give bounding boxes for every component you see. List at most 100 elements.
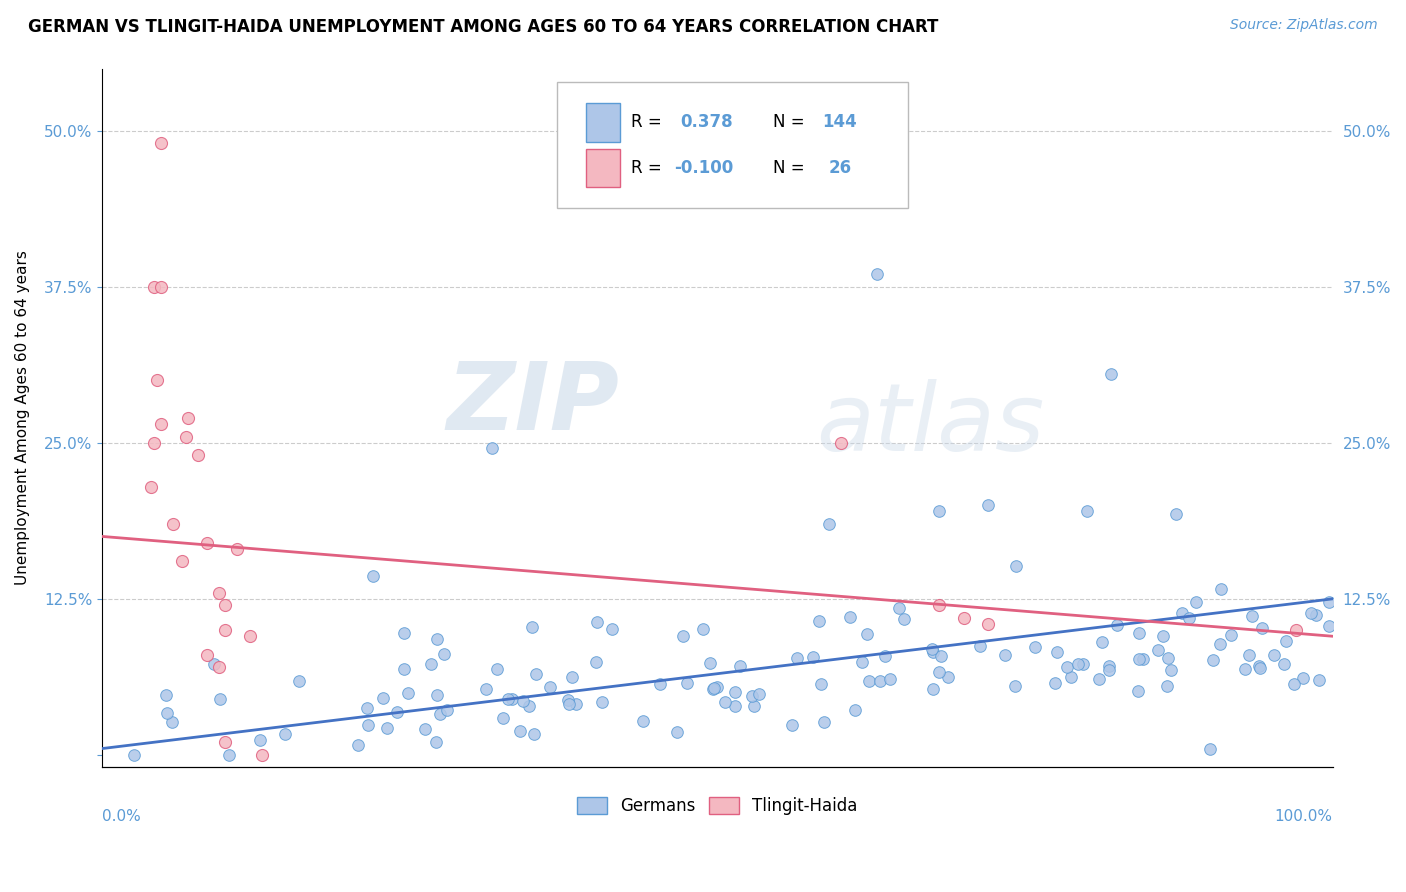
Point bbox=[557, 692, 579, 706]
Point bbox=[741, 689, 763, 703]
Point bbox=[142, 280, 165, 294]
Point bbox=[730, 659, 752, 673]
Point bbox=[357, 718, 380, 732]
Point bbox=[818, 517, 841, 532]
Point bbox=[936, 670, 959, 684]
Point bbox=[481, 441, 503, 455]
Point bbox=[585, 655, 607, 669]
Point bbox=[1198, 741, 1220, 756]
Point bbox=[475, 681, 498, 696]
Point bbox=[436, 703, 458, 717]
Point bbox=[977, 498, 1000, 512]
Point bbox=[665, 724, 688, 739]
Point bbox=[274, 727, 297, 741]
Point bbox=[1128, 625, 1150, 640]
Point bbox=[928, 504, 950, 518]
FancyBboxPatch shape bbox=[557, 82, 908, 208]
Point bbox=[538, 681, 561, 695]
Point bbox=[585, 615, 607, 629]
Point bbox=[218, 747, 240, 762]
Point bbox=[1249, 661, 1271, 675]
Point bbox=[1056, 660, 1078, 674]
Point bbox=[287, 673, 309, 688]
Point bbox=[1060, 670, 1083, 684]
Text: R =: R = bbox=[631, 160, 662, 178]
Legend: Germans, Tlingit-Haida: Germans, Tlingit-Haida bbox=[571, 790, 865, 822]
Text: R =: R = bbox=[631, 113, 662, 131]
Point bbox=[155, 706, 177, 721]
Point bbox=[1152, 629, 1174, 643]
Point bbox=[356, 700, 378, 714]
FancyBboxPatch shape bbox=[586, 103, 620, 142]
Point bbox=[496, 691, 519, 706]
Point bbox=[600, 622, 623, 636]
Point bbox=[522, 727, 544, 741]
Point bbox=[1132, 652, 1154, 666]
Point bbox=[486, 662, 509, 676]
Point bbox=[1105, 617, 1128, 632]
Point bbox=[172, 554, 194, 568]
Point bbox=[1319, 595, 1341, 609]
Point bbox=[1091, 635, 1114, 649]
Point bbox=[830, 435, 852, 450]
Point bbox=[928, 665, 950, 679]
Text: 0.0%: 0.0% bbox=[103, 809, 141, 824]
Point bbox=[162, 516, 184, 531]
Point bbox=[1250, 622, 1272, 636]
Point bbox=[142, 435, 165, 450]
Point bbox=[1275, 634, 1298, 648]
Text: N =: N = bbox=[773, 160, 804, 178]
Point bbox=[141, 479, 163, 493]
Point bbox=[155, 688, 177, 702]
Point bbox=[866, 268, 889, 282]
Text: 144: 144 bbox=[823, 113, 856, 131]
Point bbox=[187, 448, 209, 462]
Point bbox=[214, 598, 236, 612]
Point bbox=[1305, 608, 1327, 623]
Point bbox=[1308, 673, 1330, 687]
Point bbox=[1099, 368, 1122, 382]
Point bbox=[702, 681, 724, 696]
Point bbox=[873, 648, 896, 663]
Point bbox=[396, 686, 419, 700]
Point bbox=[807, 615, 830, 629]
Point bbox=[385, 705, 408, 719]
Point bbox=[952, 610, 974, 624]
Point bbox=[195, 535, 218, 549]
Point bbox=[239, 629, 262, 643]
Point bbox=[1234, 662, 1257, 676]
Point bbox=[1247, 658, 1270, 673]
Point bbox=[1202, 653, 1225, 667]
Point bbox=[1071, 657, 1094, 672]
Point bbox=[1004, 679, 1026, 693]
Point bbox=[869, 673, 891, 688]
Point bbox=[146, 374, 169, 388]
Text: -0.100: -0.100 bbox=[675, 160, 734, 178]
Point bbox=[177, 410, 200, 425]
Point bbox=[706, 680, 728, 694]
Point bbox=[1126, 684, 1149, 698]
Point bbox=[150, 417, 173, 431]
Point bbox=[420, 657, 443, 671]
Point bbox=[856, 627, 879, 641]
Point bbox=[1185, 595, 1208, 609]
Point bbox=[887, 600, 910, 615]
Point bbox=[524, 667, 547, 681]
Point bbox=[994, 648, 1017, 662]
Point bbox=[1220, 628, 1243, 642]
Point bbox=[1263, 648, 1285, 663]
Point bbox=[174, 429, 197, 443]
Point bbox=[150, 136, 173, 151]
Point bbox=[879, 672, 901, 686]
Point bbox=[208, 585, 231, 599]
Point bbox=[1098, 659, 1121, 673]
Point bbox=[672, 629, 695, 643]
FancyBboxPatch shape bbox=[586, 149, 620, 187]
Point bbox=[522, 620, 544, 634]
Point bbox=[858, 673, 880, 688]
Point bbox=[250, 747, 273, 762]
Point bbox=[648, 677, 671, 691]
Point bbox=[1024, 640, 1046, 655]
Point bbox=[1156, 678, 1178, 692]
Point bbox=[1166, 507, 1188, 521]
